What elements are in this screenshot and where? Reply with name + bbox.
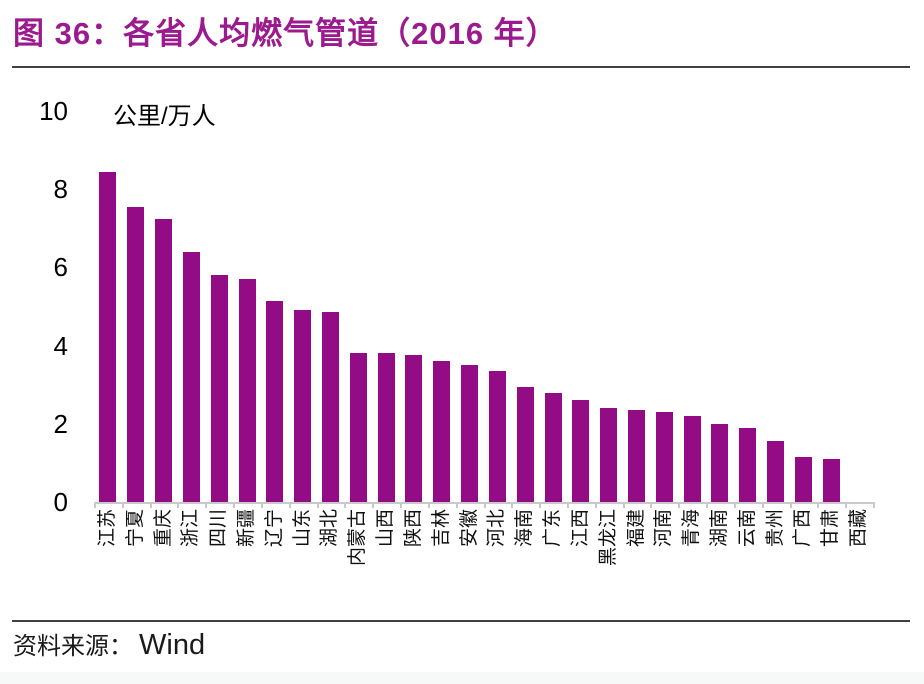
bar	[238, 279, 256, 502]
axis-tick	[94, 502, 96, 508]
axis-tick	[288, 502, 291, 508]
axis-tick	[873, 502, 875, 508]
axis-tick	[678, 502, 681, 508]
x-tick-label: 浙江	[180, 509, 202, 548]
bar	[182, 252, 200, 502]
source-divider	[12, 620, 910, 622]
x-tick-label: 江苏	[96, 509, 118, 548]
x-tick-label: 广西	[792, 509, 814, 548]
y-tick-label: 2	[53, 408, 68, 439]
x-tick-label: 河北	[486, 509, 508, 548]
axis-tick	[149, 502, 152, 508]
axis-tick	[817, 502, 820, 508]
axis-tick	[400, 502, 403, 508]
bar	[822, 459, 840, 502]
x-tick-label: 湖南	[708, 509, 730, 548]
axis-tick	[566, 502, 569, 508]
axis-tick	[177, 502, 180, 508]
source-row: 资料来源： Wind	[13, 626, 205, 662]
bar	[600, 408, 618, 502]
x-tick-label: 重庆	[152, 509, 174, 548]
x-tick-label: 广东	[542, 509, 564, 548]
bar	[99, 172, 117, 502]
x-tick-label: 云南	[736, 509, 758, 548]
x-tick-label: 黑龙江	[597, 509, 619, 567]
axis-tick	[260, 502, 263, 508]
x-tick-label: 山东	[291, 509, 313, 548]
bar	[433, 361, 451, 502]
axis-tick	[483, 502, 486, 508]
axis-tick	[372, 502, 375, 508]
bar	[628, 410, 646, 502]
bar	[294, 310, 312, 502]
bar	[683, 416, 701, 502]
axis-tick	[455, 502, 458, 508]
x-tick-label: 新疆	[236, 509, 258, 548]
y-tick-label: 6	[53, 252, 68, 283]
axis-tick	[789, 502, 792, 508]
x-tick-label: 青海	[681, 509, 703, 548]
x-tick-label: 安徽	[458, 509, 480, 548]
bar	[711, 424, 729, 502]
bar	[377, 353, 395, 502]
source-label: 资料来源：	[13, 634, 133, 660]
x-tick-label: 陕西	[402, 509, 424, 548]
bar	[544, 393, 562, 502]
y-axis-unit-label: 公里/万人	[113, 103, 216, 130]
axis-tick	[539, 502, 542, 508]
x-tick-label: 四川	[208, 509, 230, 548]
axis-tick	[706, 502, 709, 508]
bar	[321, 312, 339, 502]
axis-tick	[845, 502, 848, 508]
title-divider	[12, 66, 910, 68]
bar	[155, 219, 173, 502]
axis-tick	[121, 502, 124, 508]
x-tick-label: 贵州	[764, 509, 786, 548]
x-tick-label: 内蒙古	[347, 509, 369, 567]
x-tick-label: 湖北	[319, 509, 341, 548]
axis-tick	[733, 502, 736, 508]
axis-tick	[344, 502, 347, 508]
x-tick-label: 江西	[569, 509, 591, 548]
bar	[794, 457, 812, 502]
axis-tick	[594, 502, 597, 508]
figure-title: 图 36：各省人均燃气管道（2016 年）	[13, 16, 558, 51]
x-tick-label: 辽宁	[263, 509, 285, 548]
source-value: Wind	[139, 629, 206, 661]
bar	[266, 301, 284, 502]
y-tick-label: 4	[53, 330, 68, 361]
axis-tick	[761, 502, 764, 508]
axis-tick	[622, 502, 625, 508]
axis-tick	[650, 502, 653, 508]
axis-tick	[511, 502, 514, 508]
bar	[405, 355, 423, 502]
bar	[767, 441, 785, 502]
bar	[739, 428, 757, 502]
bar	[488, 371, 506, 502]
bar	[572, 400, 590, 502]
bar	[349, 353, 367, 502]
bar	[461, 365, 479, 502]
axis-tick	[427, 502, 430, 508]
x-tick-label: 吉林	[430, 509, 452, 548]
y-tick-label: 10	[39, 96, 68, 126]
axis-tick	[233, 502, 236, 508]
x-tick-label: 西藏	[848, 509, 870, 548]
x-tick-label: 河南	[653, 509, 675, 548]
axis-tick	[316, 502, 319, 508]
y-tick-label: 0	[53, 487, 68, 517]
x-tick-label: 山西	[375, 509, 397, 548]
bar	[127, 207, 145, 502]
x-tick-label: 福建	[625, 509, 647, 548]
footer-strip	[0, 672, 924, 684]
y-tick-label: 8	[53, 174, 68, 205]
axis-tick	[205, 502, 208, 508]
bar	[516, 387, 534, 502]
x-tick-label: 海南	[514, 509, 536, 548]
x-tick-label: 宁夏	[124, 509, 146, 548]
bar	[210, 275, 228, 502]
x-tick-label: 甘肃	[820, 509, 842, 548]
bar	[655, 412, 673, 502]
